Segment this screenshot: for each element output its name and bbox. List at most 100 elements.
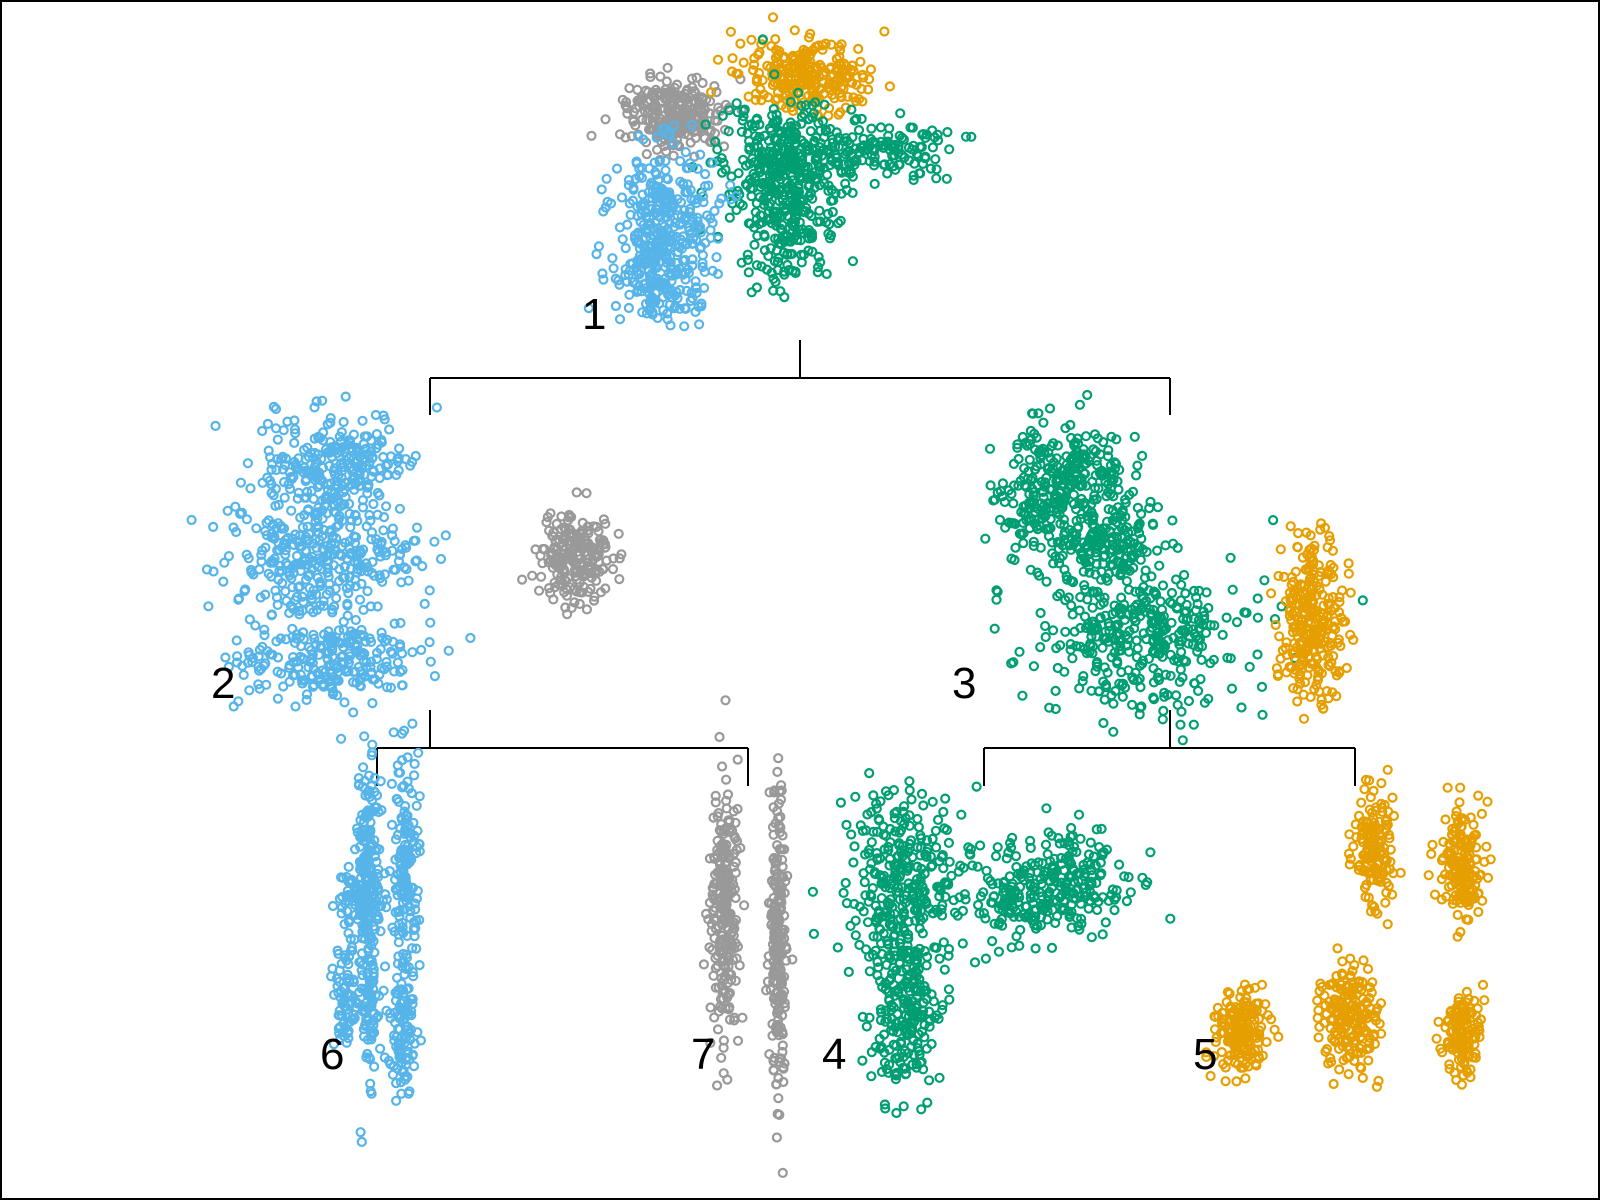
point <box>738 57 749 68</box>
edge-2-to-6-7 <box>376 710 749 786</box>
point <box>817 40 828 51</box>
point <box>767 12 779 23</box>
point <box>853 93 865 105</box>
point-clouds <box>186 12 1496 1179</box>
cluster-n1-orange <box>705 12 896 136</box>
point <box>818 88 829 99</box>
point <box>811 61 822 73</box>
edge-1-to-2-3 <box>429 340 1171 415</box>
point <box>664 93 676 105</box>
point <box>825 70 836 81</box>
point <box>748 59 760 70</box>
point <box>865 64 877 75</box>
point <box>614 129 626 140</box>
point <box>782 63 793 74</box>
point <box>660 146 672 157</box>
point <box>696 105 707 116</box>
point <box>668 150 679 161</box>
point <box>829 93 840 104</box>
cluster-n1-grey <box>586 62 747 166</box>
point <box>690 88 701 99</box>
point <box>704 136 716 147</box>
point <box>840 102 852 113</box>
point <box>754 47 765 58</box>
point <box>749 53 760 64</box>
point <box>862 84 874 95</box>
point <box>662 62 673 73</box>
point <box>800 100 811 111</box>
point <box>758 89 769 100</box>
point <box>805 28 816 39</box>
point <box>757 34 768 45</box>
point <box>654 112 665 124</box>
point <box>757 75 768 86</box>
tree-connectors <box>376 340 1356 786</box>
point <box>747 65 759 76</box>
point <box>808 71 819 82</box>
point <box>772 50 783 61</box>
point <box>628 116 639 127</box>
point <box>848 92 859 103</box>
point <box>794 61 805 72</box>
point <box>645 71 656 83</box>
point <box>778 51 790 62</box>
point <box>807 87 818 98</box>
point <box>794 49 805 61</box>
point <box>660 84 671 95</box>
point <box>637 114 648 125</box>
point <box>586 130 597 141</box>
point <box>836 39 847 50</box>
point <box>697 93 708 105</box>
point <box>645 68 656 79</box>
point <box>677 92 688 103</box>
point <box>751 76 762 87</box>
point <box>836 72 847 84</box>
point <box>834 51 845 62</box>
point <box>649 110 660 121</box>
point <box>647 87 659 99</box>
point <box>846 104 857 115</box>
point <box>622 108 633 119</box>
point <box>853 43 864 55</box>
point <box>683 130 694 141</box>
point <box>858 72 869 83</box>
point <box>782 72 794 84</box>
point <box>835 82 847 93</box>
point <box>879 26 890 37</box>
point <box>709 115 721 126</box>
point <box>818 77 829 89</box>
point <box>766 40 777 52</box>
point <box>816 62 827 73</box>
point <box>884 81 896 92</box>
point <box>673 121 684 132</box>
point <box>643 86 654 98</box>
point <box>802 77 813 88</box>
point <box>671 79 683 90</box>
point <box>727 53 738 64</box>
point <box>648 92 660 104</box>
point <box>705 87 717 98</box>
point <box>712 54 724 65</box>
point <box>869 178 880 189</box>
point <box>787 105 799 117</box>
point <box>726 66 738 77</box>
point <box>621 102 633 114</box>
point <box>817 44 828 55</box>
point <box>863 74 875 85</box>
point <box>789 25 800 36</box>
point <box>689 151 700 162</box>
point <box>634 101 645 112</box>
point <box>746 34 757 45</box>
point <box>632 84 643 95</box>
point <box>790 82 802 93</box>
edge-3-to-4-5 <box>983 710 1356 786</box>
point <box>777 81 788 92</box>
point <box>735 38 746 49</box>
point <box>799 51 810 63</box>
point <box>770 94 781 106</box>
point <box>851 79 862 91</box>
point <box>641 149 652 160</box>
point <box>855 56 866 67</box>
